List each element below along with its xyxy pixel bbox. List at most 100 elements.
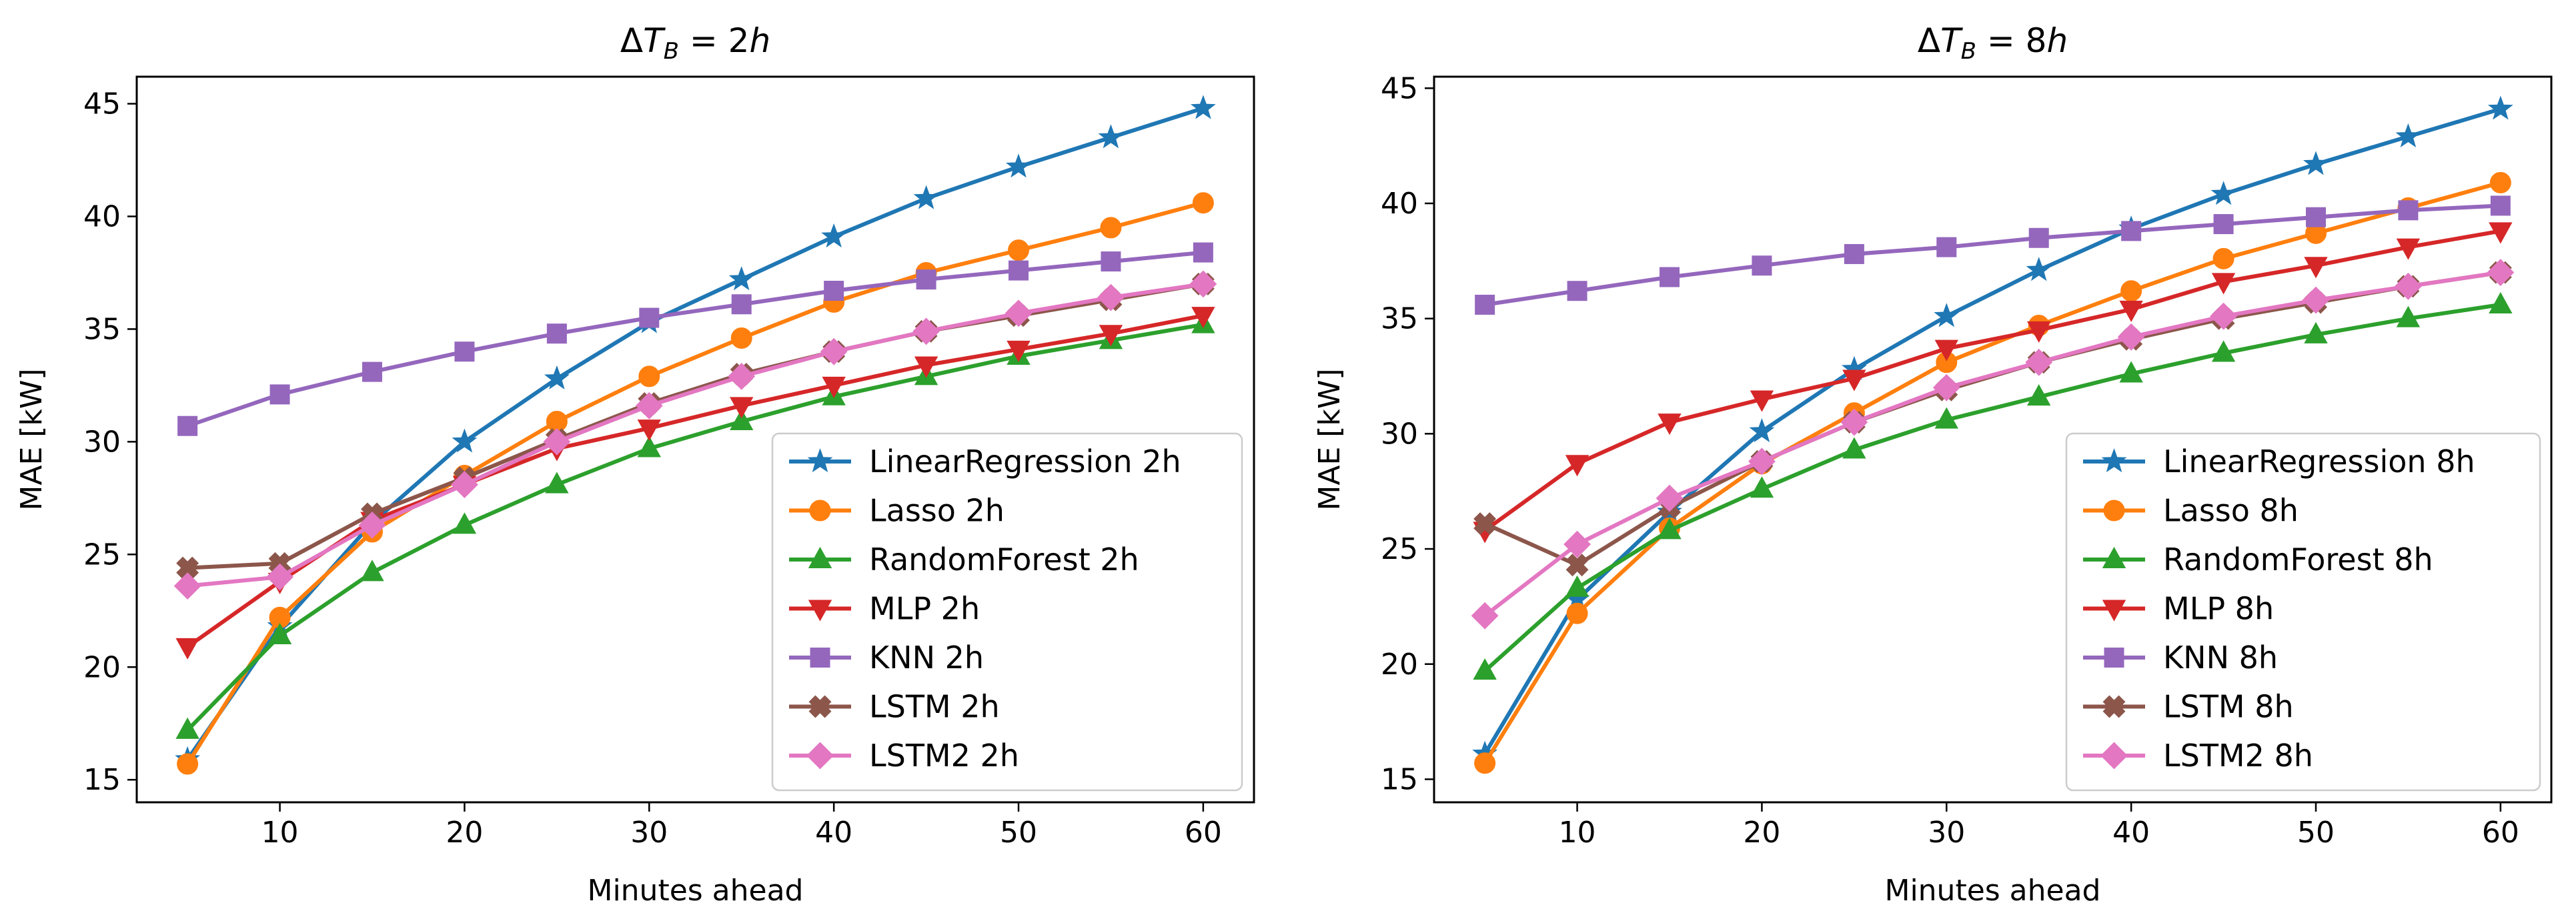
y-tick-label: 15 (1381, 762, 1418, 796)
data-point (1563, 530, 1591, 558)
series-mlp-8h (1473, 222, 2513, 544)
data-point (1934, 407, 1958, 429)
data-point (2210, 302, 2237, 330)
series-line (185, 201, 1204, 766)
y-tick-label: 45 (1381, 71, 1418, 105)
data-point (2027, 384, 2051, 406)
data-point (2121, 221, 2142, 241)
data-point (173, 572, 201, 600)
data-point (1192, 192, 1214, 214)
x-tick-label: 10 (261, 816, 299, 850)
legend-entry-label: KNN 8h (2163, 640, 2278, 676)
x-tick-label: 50 (1000, 816, 1037, 850)
series-line (1483, 107, 2501, 756)
data-point (1844, 243, 1864, 264)
data-point (2027, 321, 2051, 343)
data-point (362, 361, 382, 382)
data-point (1840, 408, 1868, 436)
legend-swatch-marker (2103, 500, 2125, 522)
y-axis-label: MAE [kW] (15, 368, 49, 510)
data-point (916, 269, 936, 290)
legend-swatch-marker (2104, 648, 2124, 668)
data-point (1009, 260, 1029, 281)
data-point (637, 435, 661, 457)
y-tick-label: 40 (83, 199, 121, 233)
x-axis-label: Minutes ahead (587, 874, 803, 908)
data-point (1659, 267, 1680, 287)
series-knn-8h (1475, 195, 2511, 315)
data-point (544, 365, 570, 389)
legend-entry-label: Lasso 2h (869, 493, 1005, 529)
data-point (637, 419, 661, 441)
data-point (543, 427, 571, 455)
data-point (820, 337, 848, 365)
data-point (2303, 151, 2329, 175)
data-point (1098, 124, 1124, 149)
data-point (1190, 95, 1216, 119)
legend-entry-label: LSTM2 2h (869, 738, 1019, 774)
series-line (187, 281, 1204, 570)
legend-swatch-marker (806, 742, 834, 770)
data-point (2489, 222, 2513, 244)
chart-panel-right: ΔTB = 8h 10 20 30 40 50 60 15 20 25 30 35 40 45 Minute… (1313, 21, 2553, 908)
data-point (2396, 305, 2421, 327)
series-line (1484, 203, 2501, 307)
x-tick-label: 60 (2482, 816, 2519, 850)
data-point (269, 384, 290, 405)
legend-entry-label: LinearRegression 8h (2163, 443, 2475, 480)
legend-swatch-marker (2102, 695, 2126, 718)
plot-frame (135, 75, 1255, 804)
legend-swatch-marker (2101, 448, 2127, 473)
data-point (728, 362, 756, 390)
data-point (1658, 518, 1682, 540)
legend-entry-label: MLP 8h (2163, 591, 2274, 627)
data-point (1748, 447, 1776, 476)
series-randomforest-8h (1473, 291, 2513, 680)
chart-title: ΔTB = 8h (1918, 21, 2068, 65)
series-line (1483, 302, 2501, 673)
data-point (2028, 227, 2049, 248)
data-point (2490, 195, 2511, 216)
y-tick-label: 20 (83, 650, 121, 684)
data-point (730, 397, 754, 419)
y-tick-label: 40 (1381, 187, 1418, 221)
data-point (2119, 300, 2143, 322)
series-lstm2-8h (1471, 259, 2515, 630)
data-point (2398, 200, 2419, 221)
legend-entry-label: LSTM 2h (869, 689, 1000, 725)
x-tick-label: 20 (446, 816, 483, 850)
chart-title: ΔTB = 2h (620, 21, 770, 65)
x-tick-label: 40 (815, 816, 852, 850)
data-point (177, 753, 199, 775)
series-line (186, 313, 1204, 649)
legend-entry-label: LSTM 8h (2163, 689, 2294, 725)
data-point (822, 376, 846, 398)
x-tick-label: 10 (1559, 816, 1596, 850)
data-point (360, 560, 384, 582)
series-knn-2h (177, 242, 1213, 436)
data-point (267, 622, 292, 644)
data-point (1565, 575, 1589, 597)
chart-panel-left: ΔTB = 2h 10 20 30 40 50 60 15 20 25 30 35 40 45 Minute… (15, 21, 1255, 908)
y-tick-label: 20 (1381, 648, 1418, 682)
data-point (2396, 238, 2421, 260)
legend-box (2065, 432, 2541, 792)
data-point (452, 428, 478, 453)
data-point (177, 415, 198, 436)
data-point (821, 223, 847, 248)
data-point (914, 356, 938, 378)
data-point (1752, 255, 1772, 276)
data-point (1750, 476, 1774, 498)
series-lstm2-2h (173, 270, 1217, 600)
data-point (731, 294, 752, 315)
x-tick-label: 30 (1928, 816, 1965, 850)
legend-swatch-marker (808, 600, 832, 622)
data-point (730, 408, 754, 430)
series-line (187, 281, 1204, 588)
data-point (1193, 242, 1213, 263)
legend-swatch-marker (2102, 600, 2126, 622)
y-tick-label: 25 (1381, 532, 1418, 566)
data-point (545, 472, 569, 494)
data-point (824, 280, 844, 301)
data-point (2489, 291, 2513, 313)
